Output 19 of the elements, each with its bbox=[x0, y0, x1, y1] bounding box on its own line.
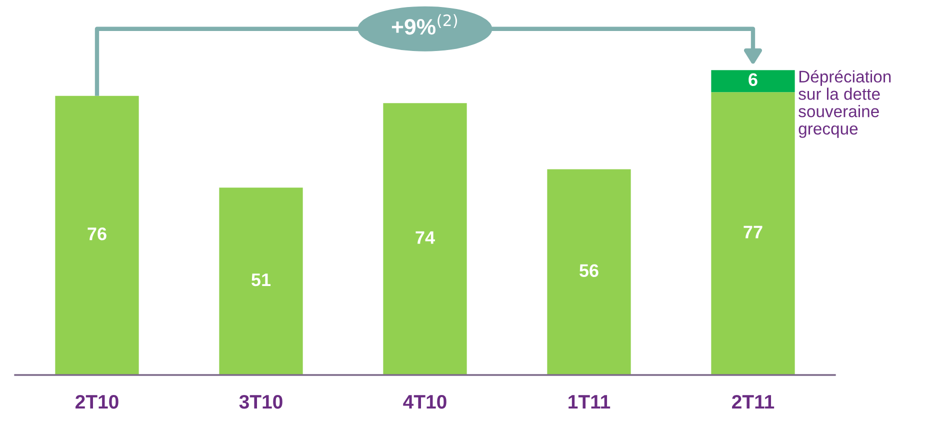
bar bbox=[711, 70, 795, 92]
series-label: Dépréciation sur la dette souveraine grecque bbox=[798, 70, 891, 138]
bar bbox=[55, 96, 139, 375]
bar bbox=[547, 169, 631, 375]
data-label: 74 bbox=[416, 231, 435, 244]
data-label: 76 bbox=[88, 227, 106, 240]
data-label: 77 bbox=[744, 226, 762, 238]
text: +9%$^{(2)}$ bbox=[392, 14, 458, 35]
x-tick-label: 2T11 bbox=[732, 394, 774, 409]
x-tick-label: 4T10 bbox=[403, 394, 446, 409]
data-label: 51 bbox=[252, 274, 271, 286]
bar bbox=[219, 188, 303, 375]
x-tick-label: 2T10 bbox=[76, 394, 118, 409]
x-tick-label: 1T11 bbox=[568, 395, 610, 409]
data-label: 6 bbox=[748, 73, 758, 86]
bar bbox=[711, 92, 795, 375]
x-tick-label: 3T10 bbox=[239, 394, 282, 409]
bar bbox=[383, 103, 467, 375]
data-label: 56 bbox=[580, 264, 598, 277]
